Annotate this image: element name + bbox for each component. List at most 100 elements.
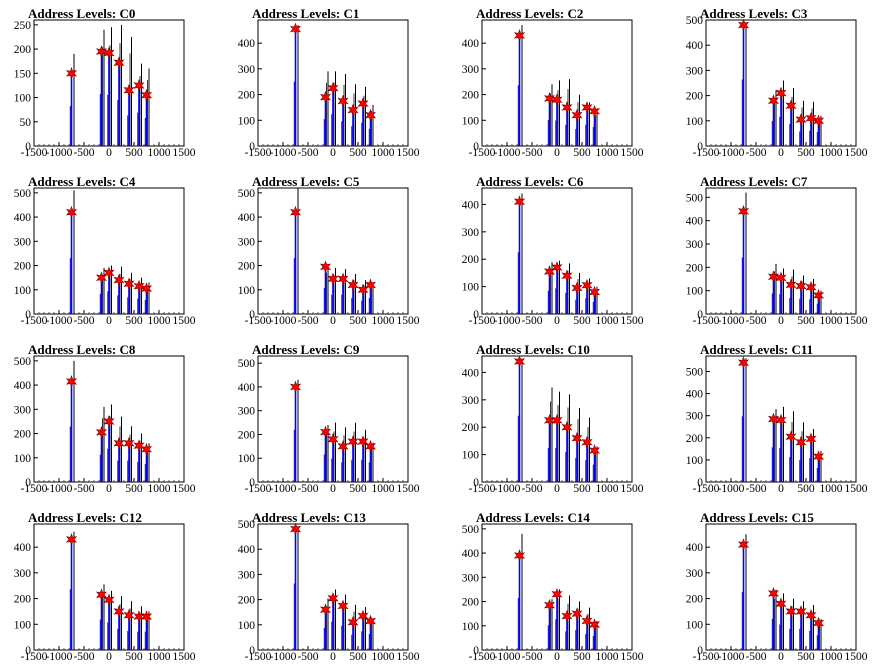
x-tick-label: 0	[106, 315, 112, 327]
x-tick-label: 500	[125, 147, 143, 159]
x-tick-label: -1000	[718, 147, 745, 159]
peak-marker	[357, 609, 369, 623]
chart-svg: -1500-1000 -500 0 500 1000 1500 0 100 200 300 400	[238, 19, 420, 159]
chart-title: Address Levels: C0	[28, 6, 136, 21]
peak-marker	[543, 598, 556, 612]
y-tick-label: 400	[238, 38, 256, 50]
y-tick-label: 0	[25, 477, 31, 489]
peak-marker	[543, 91, 556, 105]
y-tick-label: 500	[14, 356, 32, 368]
x-tick-label: 500	[349, 651, 367, 663]
peak-marker	[812, 114, 825, 128]
x-tick-label: 1500	[173, 483, 196, 495]
x-tick-label: 1000	[596, 315, 619, 327]
x-tick-label: 500	[125, 315, 143, 327]
chart-panel: Address Levels: C7 -1500 -1000 -500 0 500 1000…	[672, 168, 896, 336]
y-tick-label: 100	[686, 455, 704, 467]
chart-svg: -1500-1000 -500 0 500 1000 1500 0 100 200 300 400 5…	[238, 187, 420, 327]
y-tick-label: 50	[20, 117, 32, 129]
x-tick-label: 1500	[845, 483, 868, 495]
x-tick-label: -1000	[494, 483, 521, 495]
peak-marker	[327, 432, 339, 446]
peak-marker	[737, 356, 750, 369]
chart-panel: Address Levels: C9 -1500 -1000 -500 0 500 1000…	[224, 336, 448, 504]
y-tick-label: 400	[686, 216, 704, 228]
x-tick-label: -1500	[693, 315, 720, 327]
x-tick-label: -1000	[270, 651, 297, 663]
y-tick-label: 0	[473, 645, 479, 657]
peak-marker	[805, 111, 817, 125]
chart-panel: Address Levels: C4 -1500 -1000 -500 0 500 1000…	[0, 168, 224, 336]
chart-svg: -1500-1000 -500 0 500 1000 1500 0 100 200 300 400 5…	[14, 355, 196, 495]
y-tick-label: 0	[697, 477, 703, 489]
y-tick-label: 400	[686, 40, 704, 52]
x-tick-label: 0	[330, 651, 336, 663]
x-tick-label: 1000	[596, 147, 619, 159]
x-tick-label: -1500	[469, 315, 496, 327]
chart-svg: -1500-1000 -500 0 500 1000 1500 0 100 200 300 400 5…	[238, 355, 420, 495]
x-tick-label: 0	[106, 483, 112, 495]
y-tick-label: 100	[462, 115, 480, 127]
x-tick-label: -500	[521, 483, 542, 495]
x-tick-label: -1000	[270, 315, 297, 327]
x-tick-label: 1000	[148, 147, 171, 159]
x-tick-label: 500	[349, 147, 367, 159]
x-tick-label: 500	[797, 147, 815, 159]
y-tick-label: 200	[686, 594, 704, 606]
y-tick-label: 100	[238, 453, 256, 465]
chart-svg: -1500-1000 -500 0 500 1000 1500 0 100 200 300 400 5…	[14, 187, 196, 327]
peak-marker	[347, 103, 359, 117]
y-tick-label: 0	[249, 141, 255, 153]
peak-marker	[337, 439, 349, 453]
y-tick-label: 400	[238, 544, 256, 556]
peak-marker	[805, 608, 817, 622]
chart-title: Address Levels: C2	[476, 6, 584, 21]
chart-panel: Address Levels: C1 -1500 -1000 -500 0 500 1000…	[224, 0, 448, 168]
chart-panel: Address Levels: C12 -1500 -1000 -500 0 500 100…	[0, 504, 224, 672]
peak-marker	[795, 604, 807, 618]
peak-marker	[737, 18, 750, 32]
x-tick-label: -1500	[469, 147, 496, 159]
y-tick-label: 150	[14, 68, 32, 80]
x-tick-label: -1000	[494, 315, 521, 327]
y-tick-label: 200	[686, 262, 704, 274]
peak-marker	[571, 431, 583, 445]
x-tick-label: -500	[73, 651, 94, 663]
chart-panel: Address Levels: C6 -1500 -1000 -500 0 500 1000…	[448, 168, 672, 336]
peak-marker	[123, 436, 135, 450]
x-tick-label: -500	[521, 315, 542, 327]
peak-marker	[785, 430, 797, 444]
x-tick-label: 0	[330, 483, 336, 495]
x-tick-label: -1000	[46, 147, 73, 159]
y-tick-label: 300	[686, 411, 704, 423]
peak-marker	[551, 414, 563, 427]
y-tick-label: 200	[686, 433, 704, 445]
x-tick-label: -1500	[693, 147, 720, 159]
x-tick-label: -1500	[245, 315, 272, 327]
peak-marker	[289, 522, 302, 536]
y-tick-label: 0	[249, 309, 255, 321]
y-tick-label: 0	[473, 477, 479, 489]
y-tick-label: 300	[14, 236, 32, 248]
x-tick-label: 1000	[820, 315, 843, 327]
x-tick-label: 1500	[621, 147, 644, 159]
y-tick-label: 400	[686, 542, 704, 554]
x-tick-label: 500	[573, 147, 591, 159]
peak-marker	[795, 279, 807, 293]
y-tick-label: 500	[238, 519, 256, 531]
x-tick-label: -1000	[270, 483, 297, 495]
peak-marker	[113, 604, 125, 618]
peak-marker	[337, 94, 349, 108]
x-tick-label: 1000	[148, 315, 171, 327]
x-tick-label: -500	[73, 483, 94, 495]
peak-marker	[133, 279, 145, 293]
x-tick-label: 1500	[621, 651, 644, 663]
peak-marker	[113, 56, 125, 69]
chart-title: Address Levels: C10	[476, 342, 590, 357]
x-tick-label: 0	[554, 147, 560, 159]
peak-marker	[805, 432, 817, 446]
peak-marker	[133, 439, 145, 453]
y-tick-label: 200	[14, 44, 32, 56]
y-tick-label: 300	[238, 64, 256, 76]
y-tick-label: 100	[14, 453, 32, 465]
